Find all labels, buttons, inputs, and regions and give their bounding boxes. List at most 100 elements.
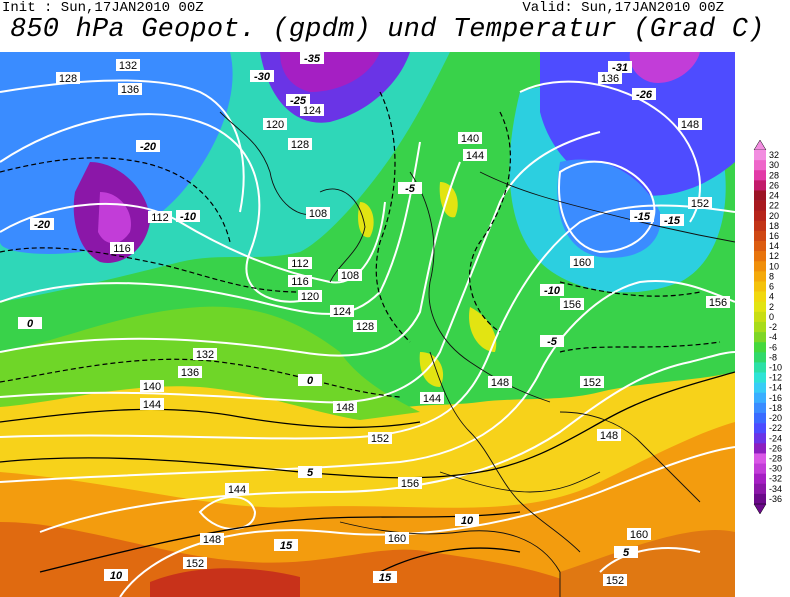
temp-label: -5 xyxy=(398,182,422,195)
gp-label: 156 xyxy=(398,477,422,490)
temp-label: -30 xyxy=(250,70,274,83)
temp-label: -15 xyxy=(660,214,684,227)
colorbar-label: 8 xyxy=(769,271,774,281)
svg-text:136: 136 xyxy=(601,73,619,85)
svg-text:10: 10 xyxy=(110,570,123,582)
colorbar-swatch xyxy=(754,332,766,343)
svg-text:160: 160 xyxy=(388,533,406,545)
svg-text:144: 144 xyxy=(143,399,161,411)
colorbar-label: 18 xyxy=(769,221,779,231)
temp-label: -26 xyxy=(632,88,656,101)
gp-label: 120 xyxy=(263,118,287,131)
svg-text:148: 148 xyxy=(491,377,509,389)
colorbar-label: 0 xyxy=(769,312,774,322)
colorbar-swatch xyxy=(754,241,766,252)
temp-label: -35 xyxy=(300,52,324,65)
temp-label: 15 xyxy=(373,571,397,584)
colorbar-label: -6 xyxy=(769,342,777,352)
colorbar-swatch xyxy=(754,382,766,394)
svg-text:-25: -25 xyxy=(290,95,307,107)
temp-label: -25 xyxy=(286,94,310,107)
colorbar-swatch xyxy=(754,251,766,262)
colorbar-label: 32 xyxy=(769,150,779,160)
map-title: 850 hPa Geopot. (gpdm) und Temperatur (G… xyxy=(10,15,765,45)
svg-text:128: 128 xyxy=(356,321,374,333)
svg-text:112: 112 xyxy=(291,258,309,270)
gp-label: 144 xyxy=(140,398,164,411)
gp-label: 144 xyxy=(225,483,249,496)
svg-text:156: 156 xyxy=(401,478,419,490)
gp-label: 128 xyxy=(56,72,80,85)
colorbar-label: -36 xyxy=(769,494,782,504)
colorbar-label: 22 xyxy=(769,201,779,211)
colorbar-label: -24 xyxy=(769,433,782,443)
svg-text:-20: -20 xyxy=(34,219,51,231)
svg-text:-31: -31 xyxy=(612,62,628,74)
gp-label: 128 xyxy=(288,138,312,151)
svg-text:140: 140 xyxy=(461,133,479,145)
colorbar-swatch xyxy=(754,392,766,404)
svg-text:148: 148 xyxy=(203,534,221,546)
gp-label: 136 xyxy=(178,366,202,379)
gp-label: 148 xyxy=(678,118,702,131)
svg-text:-15: -15 xyxy=(664,215,681,227)
gp-label: 152 xyxy=(688,197,712,210)
svg-text:132: 132 xyxy=(196,349,214,361)
svg-text:132: 132 xyxy=(119,60,137,72)
svg-text:148: 148 xyxy=(681,119,699,131)
temp-label: -10 xyxy=(176,210,200,223)
colorbar-label: -26 xyxy=(769,443,782,453)
svg-text:152: 152 xyxy=(583,377,601,389)
colorbar-max-arrow xyxy=(753,140,767,151)
gp-label: 120 xyxy=(298,290,322,303)
svg-text:-30: -30 xyxy=(254,71,271,83)
colorbar-swatch xyxy=(754,433,766,444)
gp-label: 152 xyxy=(183,557,207,570)
colorbar-swatch xyxy=(754,362,766,373)
svg-text:108: 108 xyxy=(309,208,327,220)
colorbar-swatch xyxy=(754,220,766,232)
weather-map: 128 132 136 120 124 128 112 116 108 108 … xyxy=(0,52,735,597)
colorbar-swatch xyxy=(754,402,766,414)
gp-label: 132 xyxy=(116,59,140,72)
gp-label: 144 xyxy=(463,149,487,162)
colorbar-label: -4 xyxy=(769,332,777,342)
svg-text:15: 15 xyxy=(280,540,293,552)
svg-text:152: 152 xyxy=(186,558,204,570)
valid-time: Valid: Sun,17JAN2010 00Z xyxy=(522,0,724,16)
colorbar-swatch xyxy=(754,372,766,383)
colorbar-label: 28 xyxy=(769,170,779,180)
colorbar-label: -28 xyxy=(769,454,782,464)
colorbar-label: -8 xyxy=(769,352,777,362)
header: Init : Sun,17JAN2010 00Z Valid: Sun,17JA… xyxy=(0,0,790,52)
gp-label: 144 xyxy=(420,392,444,405)
svg-text:152: 152 xyxy=(606,575,624,587)
colorbar-swatch xyxy=(754,291,766,303)
svg-text:120: 120 xyxy=(301,291,319,303)
colorbar-swatch xyxy=(754,160,766,171)
colorbar-swatch xyxy=(754,230,766,242)
temp-label: 10 xyxy=(455,514,479,527)
svg-text:140: 140 xyxy=(143,381,161,393)
colorbar-swatch xyxy=(754,311,766,323)
colorbar-swatch xyxy=(754,342,766,353)
svg-text:5: 5 xyxy=(307,467,314,479)
gp-label: 136 xyxy=(118,83,142,96)
temp-label: 15 xyxy=(274,539,298,552)
init-time: Init : Sun,17JAN2010 00Z xyxy=(2,0,204,16)
colorbar-swatch xyxy=(754,493,766,505)
temp-label: -10 xyxy=(540,284,564,297)
colorbar-swatch xyxy=(754,473,766,485)
gp-label: 132 xyxy=(193,348,217,361)
temp-label: -5 xyxy=(540,335,564,348)
gp-label: 108 xyxy=(338,269,362,282)
svg-text:136: 136 xyxy=(121,84,139,96)
svg-text:144: 144 xyxy=(423,393,441,405)
colorbar-label: -16 xyxy=(769,393,782,403)
svg-text:156: 156 xyxy=(709,297,727,309)
temp-label: 5 xyxy=(614,546,638,559)
colorbar-min-arrow xyxy=(753,503,767,514)
colorbar-swatch xyxy=(754,453,766,464)
temp-label: -20 xyxy=(30,218,54,231)
svg-text:112: 112 xyxy=(151,212,169,224)
